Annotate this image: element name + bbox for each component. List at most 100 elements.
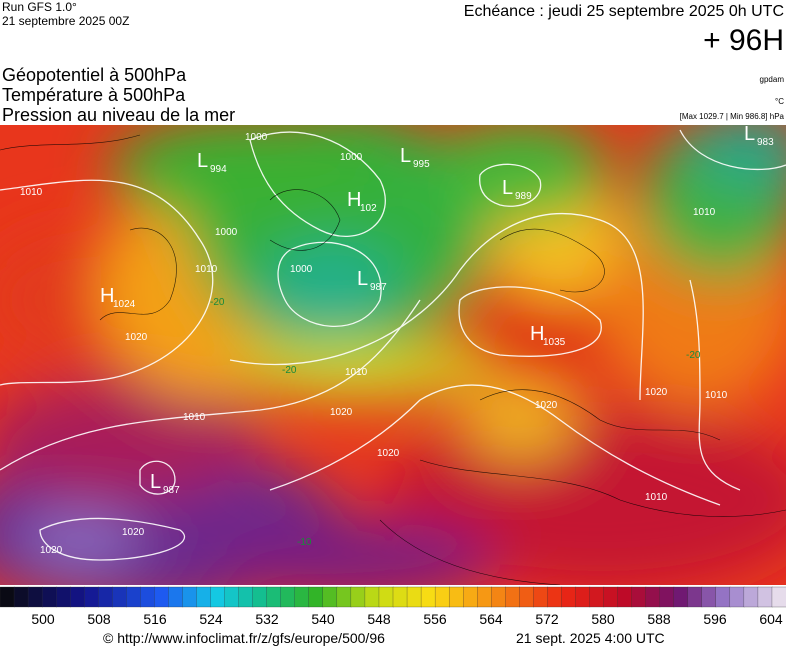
color-swatch bbox=[378, 586, 394, 608]
color-swatch bbox=[547, 586, 563, 608]
color-swatch bbox=[196, 586, 212, 608]
color-swatch bbox=[322, 586, 338, 608]
legend-label: 596 bbox=[703, 611, 727, 627]
legend-label: 524 bbox=[199, 611, 223, 627]
run-label: Run GFS 1.0° bbox=[2, 0, 77, 14]
center-value: 987 bbox=[163, 485, 180, 496]
center-value: 995 bbox=[413, 159, 430, 170]
pressure-center: L 995 bbox=[400, 145, 430, 170]
color-swatch bbox=[98, 586, 113, 608]
center-value: 983 bbox=[757, 137, 774, 148]
legend-label: 532 bbox=[255, 611, 279, 627]
color-swatch bbox=[505, 586, 520, 608]
isobar-label: 1010 bbox=[183, 412, 206, 423]
center-type: L bbox=[744, 123, 755, 145]
pressure-center: L 994 bbox=[197, 150, 227, 175]
field: Température à 500hPa bbox=[2, 85, 186, 105]
isobar-label: 1010 bbox=[20, 187, 43, 198]
pressure-center: L 983 bbox=[744, 123, 774, 148]
center-type: L bbox=[357, 268, 368, 290]
center-type: H bbox=[347, 189, 361, 211]
center-value: 989 bbox=[515, 191, 532, 202]
color-swatch bbox=[350, 586, 366, 608]
isotherm-label: -20 bbox=[282, 365, 297, 376]
unit: °C bbox=[775, 97, 784, 106]
isobar-label: 1000 bbox=[215, 227, 238, 238]
center-type: L bbox=[400, 145, 411, 167]
color-swatch bbox=[41, 586, 57, 608]
legend-label: 580 bbox=[591, 611, 615, 627]
color-swatch bbox=[701, 586, 717, 608]
color-swatch bbox=[406, 586, 422, 608]
color-swatch bbox=[294, 586, 310, 608]
color-swatch bbox=[575, 586, 591, 608]
color-swatch bbox=[631, 586, 647, 608]
isobar-label: 1020 bbox=[125, 332, 148, 343]
color-swatch bbox=[392, 586, 408, 608]
color-swatch bbox=[13, 586, 29, 608]
legend-label: 564 bbox=[479, 611, 503, 627]
color-swatch bbox=[603, 586, 619, 608]
color-swatch bbox=[491, 586, 506, 608]
color-swatch bbox=[266, 586, 282, 608]
color-swatch bbox=[645, 586, 661, 608]
isotherm-label: -20 bbox=[686, 350, 701, 361]
isobar-label: 1000 bbox=[245, 132, 268, 143]
color-swatch bbox=[561, 586, 577, 608]
source-url: © http://www.infoclimat.fr/z/gfs/europe/… bbox=[103, 630, 385, 646]
color-swatch bbox=[420, 586, 436, 608]
color-swatch bbox=[463, 586, 478, 608]
field: Pression au niveau de la mer bbox=[2, 105, 235, 125]
color-swatch bbox=[168, 586, 184, 608]
color-swatch bbox=[308, 586, 324, 608]
color-swatch bbox=[252, 586, 268, 608]
color-swatch bbox=[336, 586, 352, 608]
color-swatch bbox=[280, 586, 296, 608]
isobar-label: 1010 bbox=[693, 207, 716, 218]
color-swatch bbox=[154, 586, 170, 608]
color-swatch bbox=[617, 586, 633, 608]
isobar-label: 1010 bbox=[645, 492, 668, 503]
isobar-label: 1020 bbox=[40, 545, 63, 556]
color-swatch bbox=[224, 586, 240, 608]
color-swatch bbox=[364, 586, 380, 608]
center-value: 987 bbox=[370, 282, 387, 293]
legend-label: 588 bbox=[647, 611, 671, 627]
isobar-label: 1000 bbox=[340, 152, 363, 163]
pressure-center: L 987 bbox=[150, 471, 180, 496]
isobar-label: 1020 bbox=[535, 400, 558, 411]
isobar-label: 1020 bbox=[122, 527, 145, 538]
center-type: L bbox=[150, 471, 161, 493]
isotherm-label: -20 bbox=[210, 297, 225, 308]
color-swatch bbox=[757, 586, 773, 608]
legend-label: 548 bbox=[367, 611, 391, 627]
center-value: 1024 bbox=[113, 299, 136, 310]
color-swatch bbox=[0, 586, 15, 608]
legend-label: 540 bbox=[311, 611, 335, 627]
center-type: H bbox=[530, 323, 544, 345]
pressure-center: L 989 bbox=[502, 177, 532, 202]
legend-label: 572 bbox=[535, 611, 559, 627]
color-swatch bbox=[533, 586, 549, 608]
legend-label: 516 bbox=[143, 611, 167, 627]
center-type: L bbox=[502, 177, 513, 199]
color-swatch bbox=[771, 586, 786, 608]
center-type: L bbox=[197, 150, 208, 172]
color-swatch bbox=[743, 586, 759, 608]
isobar-label: 1000 bbox=[290, 264, 313, 275]
color-swatch bbox=[687, 586, 703, 608]
color-swatch bbox=[84, 586, 99, 608]
pressure-center: L 987 bbox=[357, 268, 387, 293]
field: Géopotentiel à 500hPa bbox=[2, 65, 187, 85]
color-swatch bbox=[659, 586, 675, 608]
color-swatch bbox=[519, 586, 535, 608]
legend-label: 556 bbox=[423, 611, 447, 627]
color-swatch bbox=[729, 586, 745, 608]
color-swatch bbox=[55, 586, 71, 608]
run-date: 21 septembre 2025 00Z bbox=[2, 14, 129, 28]
lead-time: + 96H bbox=[703, 24, 784, 57]
